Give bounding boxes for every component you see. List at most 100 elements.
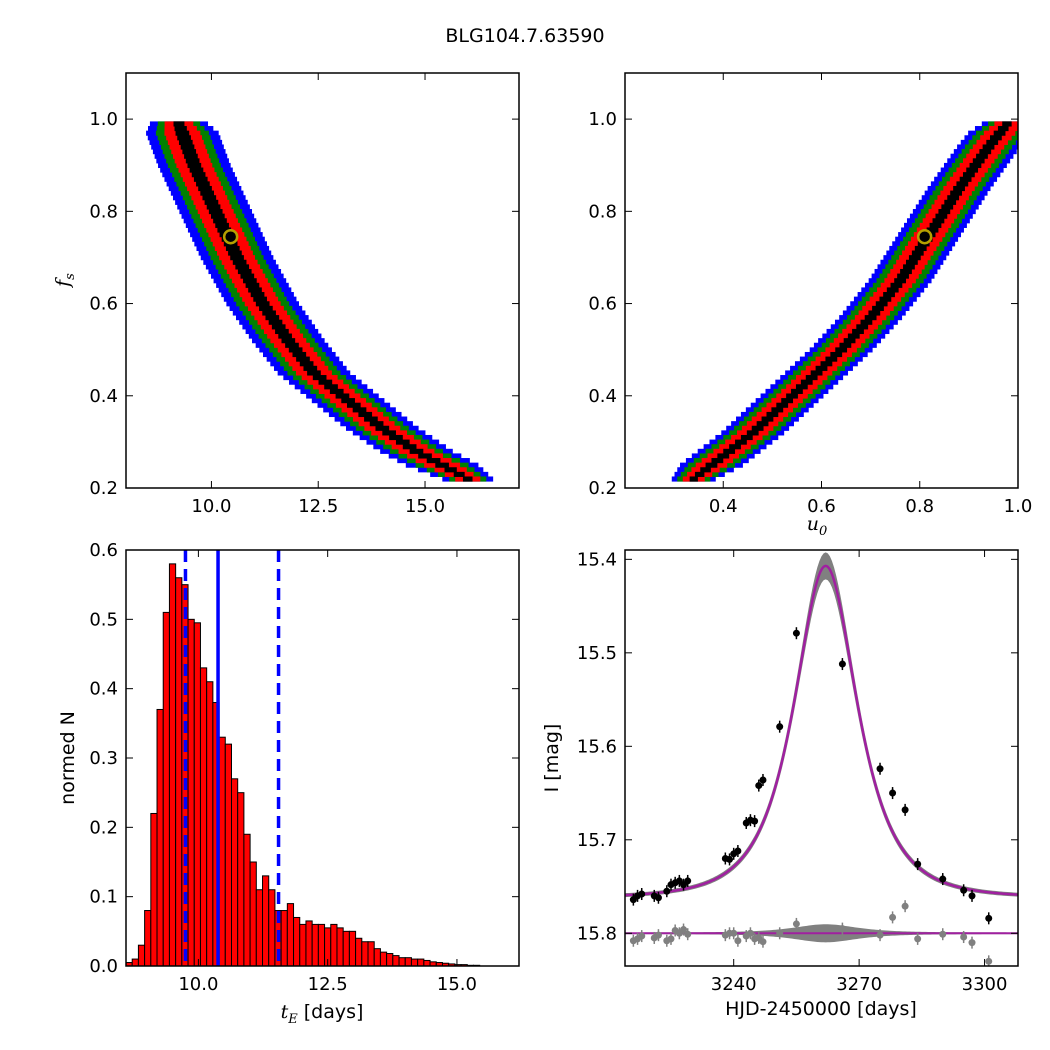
histogram-bar	[398, 957, 406, 966]
heatmap-black-cell	[972, 158, 985, 164]
heatmap-black-cell	[409, 448, 424, 454]
histogram-bar	[361, 941, 369, 966]
residual-point	[638, 932, 646, 940]
heatmap-black-cell	[240, 273, 255, 279]
heatmap-black-cell	[299, 361, 314, 367]
heatmap-black-cell	[271, 324, 286, 330]
heatmap-black-cell	[929, 222, 942, 228]
data-point	[776, 723, 784, 731]
data-point	[684, 877, 692, 885]
histogram-bar	[187, 618, 195, 966]
residual-point	[792, 920, 800, 928]
lightcurve-plot	[625, 552, 1018, 966]
heatmap-black-cell	[959, 176, 972, 182]
heatmap-black-cell	[382, 430, 396, 436]
heatmap-black-cell	[193, 176, 208, 182]
panel2-ytick-label: 0.5	[89, 609, 118, 630]
histogram-bar	[218, 736, 226, 966]
panel0-xtick-label: 12.5	[298, 496, 338, 517]
heatmap-black-cell	[711, 458, 724, 464]
residual-point	[684, 930, 692, 938]
histogram-bar	[137, 944, 146, 966]
panel0-xtick-label: 10.0	[191, 496, 231, 517]
heatmap-black-cell	[262, 310, 276, 316]
panel2-xtick-label: 10.0	[178, 974, 218, 995]
heatmap-black-cell	[903, 264, 915, 270]
heatmap-black-cell	[795, 384, 808, 390]
histogram-bar	[262, 875, 270, 966]
heatmap-black-cell	[173, 121, 185, 127]
histogram-bar	[150, 812, 158, 966]
heatmap-black-cell	[278, 333, 292, 339]
histogram-bar	[249, 861, 257, 966]
panel1-xtick-label: 0.6	[807, 496, 836, 517]
residual-point	[901, 902, 909, 910]
panel1-ytick-label: 0.4	[588, 386, 617, 407]
heatmap-black-cell	[253, 296, 267, 302]
panel0-ytick-label: 0.8	[89, 201, 118, 222]
heatmap-black-cell	[815, 365, 828, 371]
heatmap-black-cell	[243, 278, 257, 284]
panel2-xtick-label: 12.5	[308, 974, 348, 995]
heatmap-black-cell	[791, 388, 803, 394]
heatmap-black-cell	[375, 425, 390, 431]
histogram-bar	[311, 923, 319, 966]
heatmap-black-cell	[989, 135, 1002, 141]
panel2-ytick-label: 0.6	[89, 540, 118, 561]
histogram-bar	[224, 743, 232, 966]
heatmap-black-cell	[389, 434, 403, 441]
heatmap-black-cell	[453, 471, 465, 477]
heatmap-black-cell	[914, 245, 927, 252]
heatmap-black-cell	[230, 255, 244, 261]
data-point	[838, 660, 846, 668]
heatmap-black-cell	[281, 338, 296, 344]
x-axis-label: HJD-2450000 [days]	[725, 998, 917, 1020]
panel1-xtick-label: 0.8	[905, 496, 934, 517]
heatmap-black-cell	[395, 439, 410, 445]
heatmap-black-cell	[944, 199, 957, 205]
panel3-ytick-label: 15.6	[577, 736, 617, 757]
histogram-bar	[336, 927, 344, 966]
panel0-frame	[125, 72, 520, 489]
heatmap-black-cell	[444, 467, 457, 473]
heatmap-black-cell	[962, 172, 975, 178]
panel-fs-vs-tE: 10.0 12.5 15.0 0.2 0.4 0.6 0.8 1.0 fs	[52, 72, 520, 517]
heatmap-black-cell	[953, 185, 965, 192]
heatmap-black-cell	[202, 195, 217, 201]
panel0-ytick-label: 0.4	[89, 386, 118, 407]
data-point	[792, 629, 800, 637]
heatmap-black-cell	[346, 402, 361, 408]
heatmap-black-cell	[810, 370, 823, 376]
heatmap-black-cell	[864, 315, 877, 321]
data-point	[663, 887, 671, 895]
best-fit-marker	[222, 228, 239, 245]
heatmap-black-cell	[897, 273, 909, 279]
heatmap-black-cell	[329, 388, 344, 394]
histogram-bar	[386, 953, 394, 966]
histogram-bar	[199, 667, 208, 966]
heatmap-black-cell	[211, 213, 225, 219]
heatmap-black-cell	[856, 324, 869, 330]
heatmap-black-cell	[932, 218, 945, 224]
heatmap-black-cell	[847, 333, 860, 339]
heatmap-black-cell	[358, 411, 373, 418]
histogram-bar	[342, 930, 350, 966]
heatmap-black-cell	[776, 402, 789, 408]
data-point	[901, 806, 909, 814]
heatmap-black-cell	[689, 476, 698, 482]
heatmap-black-cell	[890, 282, 903, 288]
histogram-bar	[162, 611, 170, 966]
residual-point	[759, 938, 767, 946]
heatmap-black-cell	[800, 379, 813, 385]
data-point	[654, 894, 662, 902]
panel2-ytick-label: 0.4	[89, 679, 118, 700]
heatmap-black-cell	[938, 209, 951, 215]
histogram-bar	[355, 937, 363, 966]
panel0-ytick-label: 1.0	[89, 109, 118, 130]
heatmap-black-cell	[296, 356, 310, 362]
histogram-bar	[243, 833, 251, 966]
residual-point	[776, 929, 784, 937]
heatmap-black-cell	[259, 305, 273, 311]
histogram-bar	[286, 903, 295, 966]
histogram-bar	[144, 910, 152, 966]
